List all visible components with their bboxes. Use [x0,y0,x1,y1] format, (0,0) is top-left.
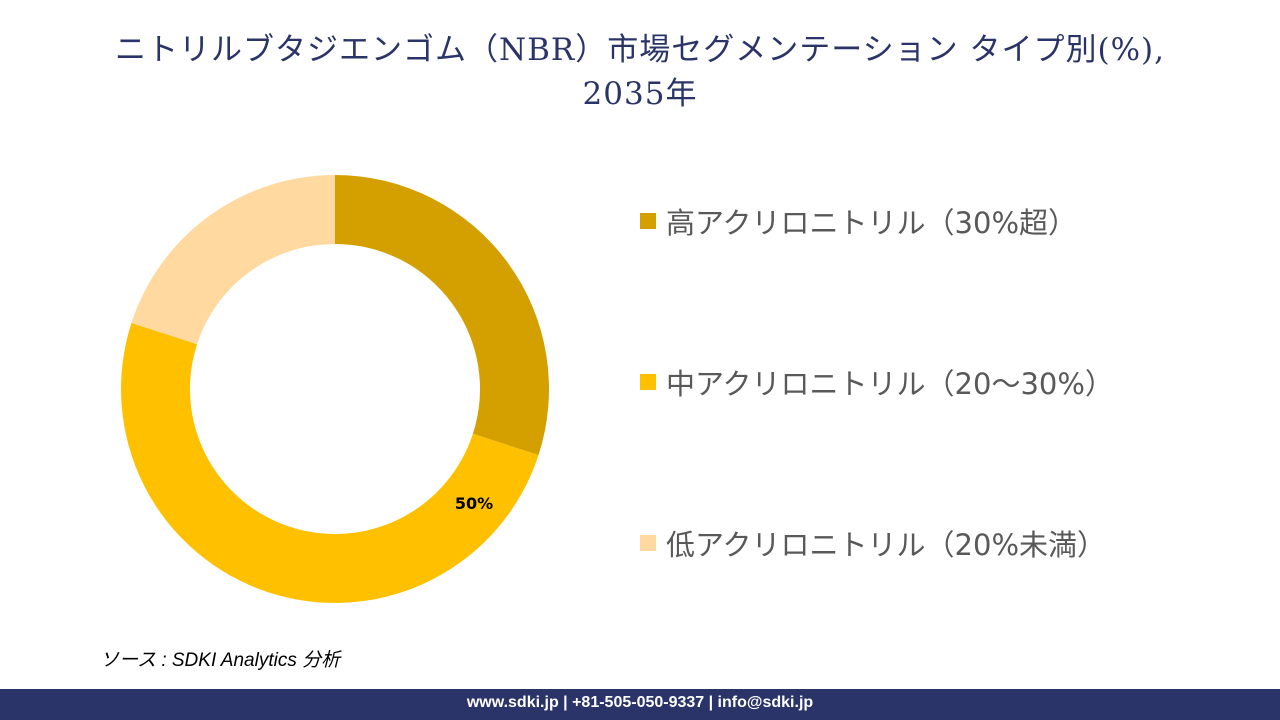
legend-item-low: 低アクリロニトリル（20%未満） [640,522,1106,564]
footer-contact: www.sdki.jp | +81-505-050-9337 | info@sd… [466,694,814,711]
legend-item-high: 高アクリロニトリル（30%超） [640,200,1077,242]
donut-segment-2 [131,175,335,345]
source-note: ソース : SDKI Analytics 分析 [100,650,341,671]
footer-bar: www.sdki.jp | +81-505-050-9337 | info@sd… [0,689,1280,720]
legend-item-mid: 中アクリロニトリル（20～30%） [640,361,1114,403]
title-line-1: ニトリルブタジエンゴム（NBR）市場セグメンテーション タイプ別(%), [115,32,1165,68]
legend-label-low: 低アクリロニトリル（20%未満） [666,528,1107,562]
legend-label-high: 高アクリロニトリル（30%超） [666,206,1078,240]
legend-swatch-high [640,213,656,229]
legend-label-mid: 中アクリロニトリル（20～30%） [666,367,1114,401]
donut-chart: 50% [121,175,549,603]
donut-segment-1 [121,322,539,603]
title-line-2: 2035年 [582,76,698,112]
chart-title: ニトリルブタジエンゴム（NBR）市場セグメンテーション タイプ別(%), 203… [0,28,1280,116]
donut-segment-0 [335,175,549,456]
legend-swatch-mid [640,374,656,390]
legend-swatch-low [640,535,656,551]
data-label-mid: 50% [455,494,493,513]
